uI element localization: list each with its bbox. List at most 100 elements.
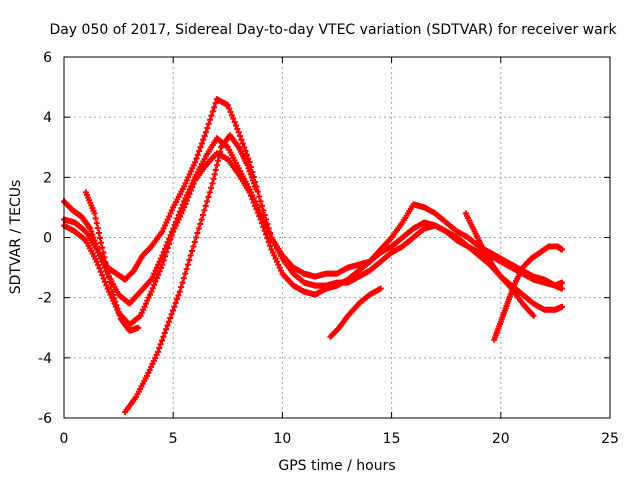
data-point xyxy=(194,229,201,236)
data-point xyxy=(99,244,106,251)
data-point xyxy=(148,276,155,283)
data-point xyxy=(183,266,190,273)
data-point xyxy=(150,357,157,364)
data-point xyxy=(241,144,248,151)
data-point xyxy=(135,324,142,331)
data-point xyxy=(104,269,111,276)
data-point xyxy=(141,303,148,310)
data-point xyxy=(246,168,253,175)
data-point xyxy=(558,246,565,253)
data-point xyxy=(167,210,174,217)
data-point xyxy=(146,366,153,373)
data-point xyxy=(250,199,257,206)
data-point xyxy=(251,180,258,187)
data-point xyxy=(149,285,156,292)
data-point xyxy=(115,308,122,315)
data-point xyxy=(93,246,100,253)
data-point xyxy=(276,264,283,271)
data-point xyxy=(211,104,218,111)
data-point xyxy=(168,232,175,239)
data-point xyxy=(97,255,104,262)
data-point xyxy=(104,285,111,292)
data-point xyxy=(149,360,156,367)
data-point xyxy=(186,257,193,264)
x-tick-label: 15 xyxy=(383,431,401,447)
chart-title: Day 050 of 2017, Sidereal Day-to-day VTE… xyxy=(49,22,617,38)
y-tick-label: 4 xyxy=(43,110,52,126)
data-point xyxy=(98,239,105,246)
data-point xyxy=(226,105,233,112)
data-point xyxy=(101,254,108,261)
data-point xyxy=(208,112,215,119)
data-point xyxy=(256,193,263,200)
data-point xyxy=(107,283,114,290)
data-point xyxy=(148,363,155,370)
data-point xyxy=(214,157,221,164)
data-point xyxy=(252,202,259,209)
data-point xyxy=(182,201,189,208)
x-tick-label: 25 xyxy=(601,431,619,447)
data-point xyxy=(103,282,110,289)
data-point xyxy=(197,220,204,227)
data-point xyxy=(171,225,178,232)
data-point xyxy=(151,281,158,288)
data-point xyxy=(96,265,103,272)
data-point xyxy=(248,192,255,199)
y-tick-labels: -6 -4 -2 0 2 4 6 xyxy=(38,50,52,427)
data-point xyxy=(164,245,171,252)
data-point xyxy=(204,198,211,205)
data-point xyxy=(179,279,186,286)
data-point xyxy=(190,243,197,250)
data-point xyxy=(201,132,208,139)
data-point xyxy=(267,242,274,249)
data-point xyxy=(192,159,199,166)
data-point xyxy=(377,285,384,292)
data-point xyxy=(175,292,182,299)
data-point xyxy=(114,305,121,312)
data-point xyxy=(246,189,253,196)
data-point xyxy=(100,275,107,282)
data-point xyxy=(178,210,185,217)
data-point xyxy=(253,186,260,193)
data-point xyxy=(273,258,280,265)
data-point xyxy=(94,225,101,232)
data-point xyxy=(212,166,219,173)
data-point xyxy=(196,148,203,155)
data-point xyxy=(105,273,112,280)
data-point xyxy=(163,219,170,226)
data-point xyxy=(156,345,163,352)
data-point xyxy=(182,180,189,187)
data-point xyxy=(248,174,255,181)
grid-lines xyxy=(64,57,610,418)
data-point xyxy=(278,267,285,274)
data-point xyxy=(191,239,198,246)
series-track-6 xyxy=(327,285,384,340)
data-point xyxy=(182,270,189,277)
data-point xyxy=(212,100,219,107)
data-point xyxy=(87,225,94,232)
data-point xyxy=(177,213,184,220)
data-point xyxy=(258,220,265,227)
y-tick-label: 6 xyxy=(43,50,52,66)
data-point xyxy=(187,187,194,194)
data-point xyxy=(93,220,100,227)
data-point xyxy=(180,275,187,282)
data-point xyxy=(253,206,260,213)
data-point xyxy=(137,312,144,319)
data-point xyxy=(189,184,196,191)
data-point xyxy=(205,120,212,127)
data-point xyxy=(100,249,107,256)
data-point xyxy=(208,184,215,191)
data-point xyxy=(257,198,264,205)
data-point xyxy=(143,372,150,379)
data-point xyxy=(153,351,160,358)
y-tick-label: -2 xyxy=(38,291,52,307)
data-point xyxy=(116,312,123,319)
data-point xyxy=(204,125,211,132)
series-track-4 xyxy=(82,189,142,334)
data-point xyxy=(193,234,200,241)
data-point xyxy=(93,258,100,265)
data-point xyxy=(99,272,106,279)
data-point xyxy=(209,180,216,187)
data-point xyxy=(247,171,254,178)
